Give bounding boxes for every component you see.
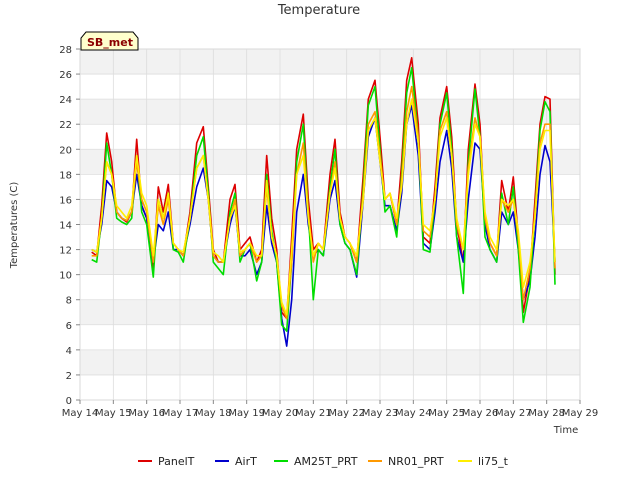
x-tick-label: May 25 (428, 408, 465, 419)
legend-label: AirT (235, 455, 257, 468)
plot-band (80, 99, 580, 125)
x-tick-label: May 28 (528, 408, 565, 419)
y-axis-label: Temperatures (C) (9, 182, 20, 270)
y-tick-label: 6 (66, 321, 72, 332)
legend-label: PanelT (158, 455, 195, 468)
y-tick-label: 12 (59, 246, 72, 257)
x-tick-label: May 16 (128, 408, 165, 419)
y-tick-label: 14 (59, 221, 72, 232)
legend: PanelT AirT AM25T_PRT NR01_PRT li75_t (138, 455, 509, 468)
x-tick-label: May 29 (562, 408, 599, 419)
y-tick-label: 0 (66, 396, 72, 407)
y-tick-label: 28 (59, 45, 72, 56)
y-tick-label: 10 (59, 271, 72, 282)
x-axis-label: Time (553, 425, 578, 436)
plot-band (80, 49, 580, 75)
plot-band (80, 349, 580, 375)
x-tick-label: May 22 (328, 408, 365, 419)
x-tick-label: May 20 (262, 408, 299, 419)
x-tick-label: May 18 (195, 408, 232, 419)
legend-item: AM25T_PRT (274, 455, 358, 468)
legend-label: li75_t (478, 455, 509, 468)
site-label-text: SB_met (87, 36, 133, 49)
chart-title: Temperature (277, 3, 360, 18)
y-tick-label: 8 (66, 296, 72, 307)
y-tick-label: 26 (59, 70, 72, 81)
y-tick-label: 20 (59, 145, 72, 156)
x-tick-label: May 14 (62, 408, 99, 419)
legend-item: li75_t (458, 455, 509, 468)
legend-item: AirT (215, 455, 257, 468)
plot-band (80, 299, 580, 325)
legend-item: PanelT (138, 455, 195, 468)
y-tick-label: 18 (59, 170, 72, 181)
site-label-box: SB_met (80, 31, 139, 51)
x-tick-label: May 17 (162, 408, 199, 419)
y-tick-label: 4 (66, 346, 72, 357)
series-lines (91, 56, 556, 347)
series-line-li75-t (91, 98, 556, 316)
site-label-tag (80, 31, 139, 51)
legend-label: NR01_PRT (388, 455, 444, 468)
series-line-panelt (91, 56, 556, 320)
legend-item: NR01_PRT (368, 455, 444, 468)
legend-label: AM25T_PRT (294, 455, 358, 468)
x-tick-label: May 27 (495, 408, 532, 419)
x-tick-label: May 19 (228, 408, 265, 419)
x-tick-label: May 23 (362, 408, 399, 419)
x-tick-label: May 24 (395, 408, 432, 419)
x-tick-label: May 26 (462, 408, 499, 419)
y-tick-label: 16 (59, 195, 72, 206)
y-tick-label: 2 (66, 371, 72, 382)
x-tick-label: May 21 (295, 408, 332, 419)
x-tick-label: May 15 (95, 408, 132, 419)
y-tick-label: 22 (59, 120, 72, 131)
y-tick-label: 24 (59, 95, 72, 106)
